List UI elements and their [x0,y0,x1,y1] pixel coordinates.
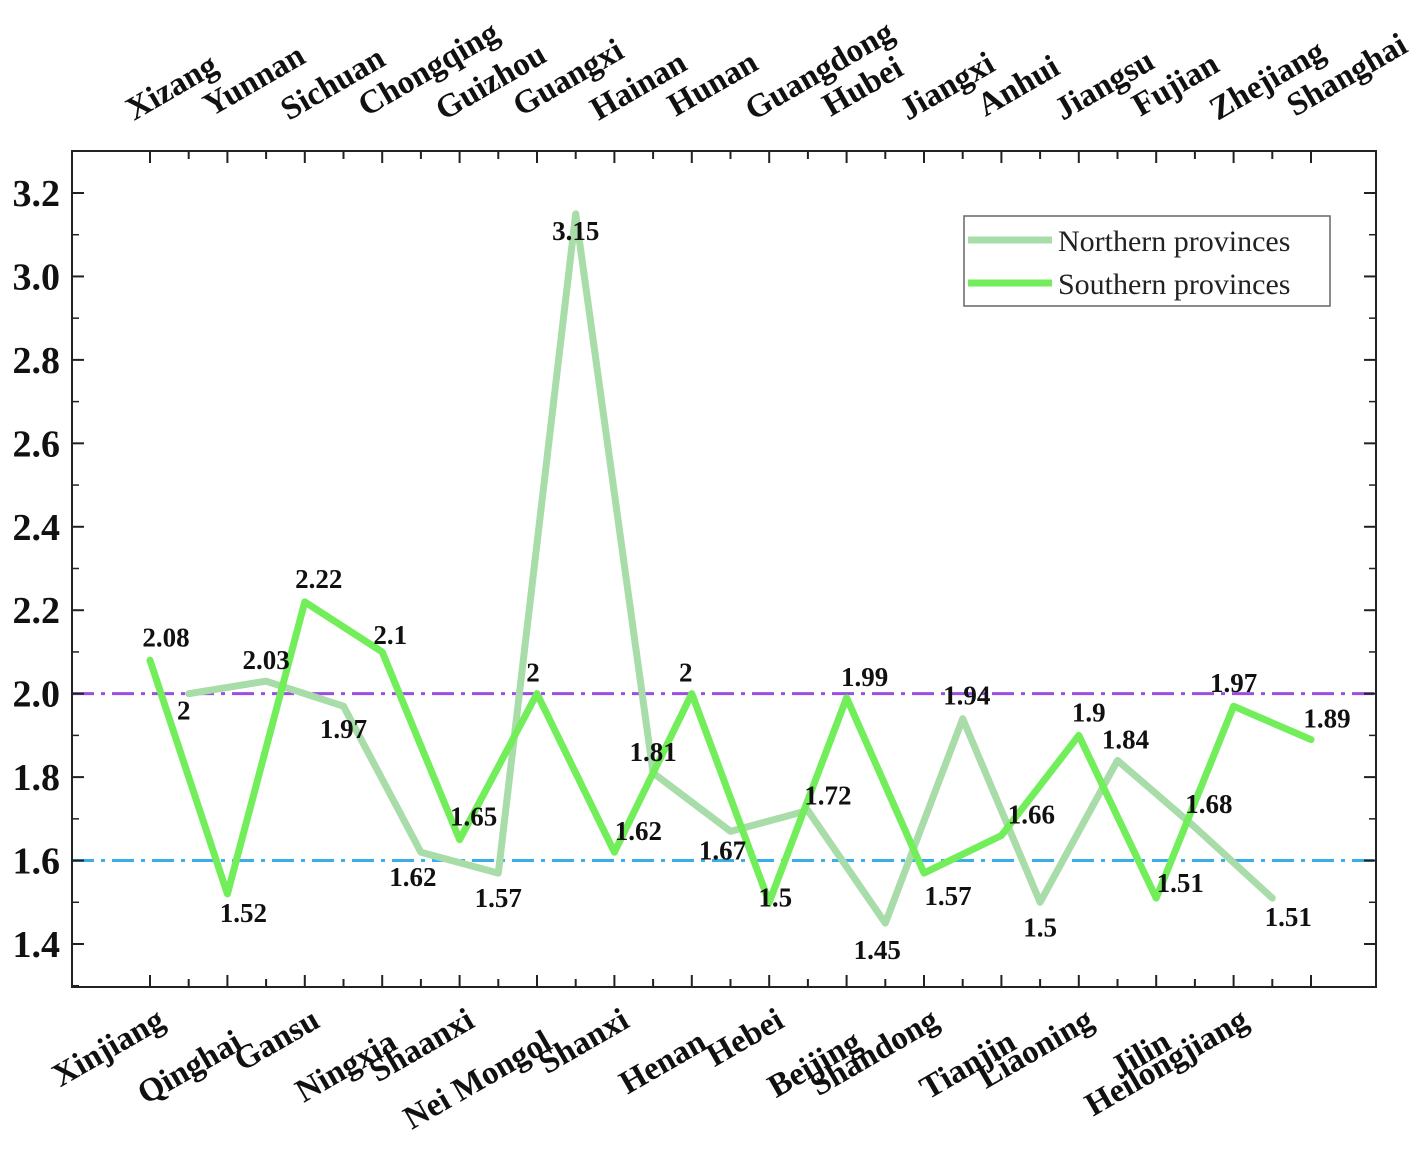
data-label-southern: 1.51 [1157,868,1204,898]
legend-box [963,215,1331,307]
data-label-northern: 1.97 [320,714,367,744]
legend-label-northern: Northern provinces [1058,225,1290,258]
data-label-northern: 1.81 [629,737,676,767]
data-label-southern: 2 [526,658,540,688]
line-southern-provinces [146,598,1315,906]
x-category-label: Heilongjiang [1079,1002,1255,1124]
y-tick-label: 1.6 [13,841,61,883]
data-label-southern: 1.5 [758,882,792,912]
data-label-southern: 2.22 [295,564,342,594]
data-label-southern: 2.1 [373,620,407,650]
data-label-northern: 2 [177,696,191,726]
y-tick-label: 3.0 [13,256,61,298]
data-label-southern: 1.65 [450,802,497,832]
legend-label-southern: Southern provinces [1058,268,1290,301]
line-northern-provinces [185,210,1276,927]
data-label-southern: 2.08 [142,622,189,652]
data-label-southern: 2 [679,658,693,688]
data-label-northern: 1.5 [1023,912,1057,942]
y-tick-label: 2.6 [13,423,61,465]
data-labels-northern: 2 2.03 1.97 1.62 1.57 3.15 1.81 1.67 1.72 1.45 1.9… [177,216,1312,965]
data-labels-southern: 2.08 1.52 2.22 2.1 1.65 2 1.62 2 1.5 1.99 1.57 1.66… [142,564,1350,928]
y-tick-label: 2.0 [13,674,61,716]
data-label-northern: 3.15 [552,216,599,246]
data-label-southern: 1.57 [924,881,971,911]
x-category-label: Hebei [700,1002,789,1074]
data-label-southern: 1.97 [1210,668,1257,698]
y-tick-label: 2.8 [13,340,61,382]
x-axis-top: XizangYunnanSichuanChongqingGuizhouGuang… [120,14,1413,163]
y-tick-label: 1.8 [13,757,61,799]
legend: Northern provinces Southern provinces [963,215,1331,307]
series-southern-provinces [146,598,1315,906]
data-label-southern: 1.62 [615,816,662,846]
data-label-northern: 1.57 [475,883,522,913]
data-label-northern: 1.51 [1265,902,1312,932]
data-label-northern: 1.62 [389,862,436,892]
data-label-southern: 1.89 [1303,704,1350,734]
series-northern-provinces [185,210,1276,927]
reference-lines [72,692,1376,863]
y-tick-label: 2.2 [13,590,61,632]
y-tick-label: 3.2 [13,173,61,215]
data-label-northern: 1.72 [804,780,851,810]
data-label-northern: 1.67 [699,835,746,865]
data-label-northern: 1.84 [1102,724,1149,754]
y-axis: 1.4 1.6 1.8 2.0 2.2 2.4 2.6 2.8 3.0 3.2 [13,173,1376,987]
data-label-southern: 1.99 [841,662,888,692]
data-label-southern: 1.66 [1008,800,1055,830]
data-label-northern: 1.94 [943,681,990,711]
y-tick-label: 2.4 [13,507,61,549]
data-label-northern: 2.03 [242,645,289,675]
y-tick-label: 1.4 [13,924,61,966]
data-label-southern: 1.52 [220,898,267,928]
data-label-northern: 1.45 [854,935,901,965]
data-label-southern: 1.9 [1072,697,1106,727]
data-label-northern: 1.68 [1185,789,1232,819]
